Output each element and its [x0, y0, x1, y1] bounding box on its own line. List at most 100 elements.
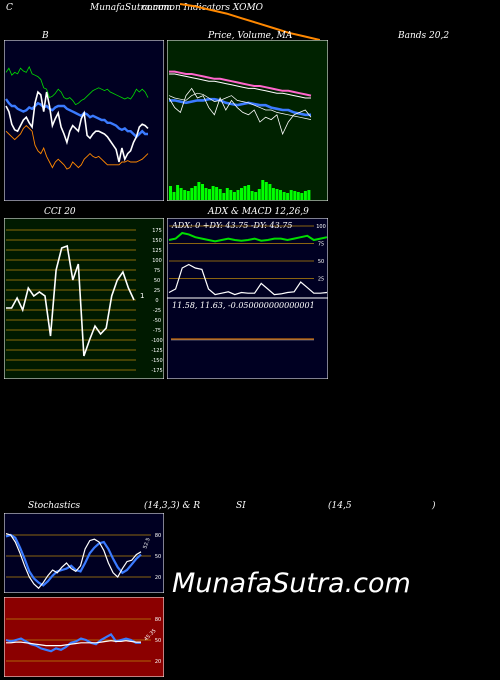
volume-bar-18: [232, 192, 236, 200]
volume-bar-22: [247, 185, 251, 200]
stochastics-tick-label-1: 50: [155, 554, 161, 560]
adx-series-1: [168, 263, 328, 296]
cci-tick-label-13: -150: [151, 358, 162, 364]
cci-series-0: [6, 244, 135, 357]
volume-bar-29: [271, 188, 275, 200]
rsi-series-1: [6, 640, 141, 647]
volume-bar-37: [300, 193, 304, 200]
stochastics-chart: 80 50 20 52.5: [4, 513, 164, 593]
cci-tick-label-9: -50: [153, 318, 161, 324]
volume-bar-26: [261, 180, 265, 200]
stochastics-label: Stochastics: [28, 501, 81, 511]
bollinger-label: B: [42, 31, 49, 41]
stoch-params-label: (14,3,3) & R: [144, 501, 201, 511]
cci-label: CCI 20: [44, 207, 76, 217]
volume-bar-19: [236, 190, 240, 200]
bollinger-chart: [4, 40, 164, 201]
volume-bar-34: [289, 190, 293, 200]
close-paren-label: ): [432, 501, 436, 511]
cci-tick-label-0: 175: [152, 228, 162, 234]
volume-bar-9: [201, 184, 204, 200]
adx-chart: 100 75 50 25 ADX: 0 +DY: 43.75 -DY: 43.75: [167, 218, 328, 298]
volume-bar-8: [197, 182, 201, 200]
top-decor-line: [180, 3, 320, 41]
volume-bar-5: [186, 191, 190, 200]
adx-macd-label: ADX & MACD 12,26,9: [208, 207, 309, 217]
volume-bar-28: [268, 184, 272, 200]
volume-bar-24: [254, 192, 258, 200]
volume-bar-11: [208, 189, 211, 200]
rsi-bg: [4, 597, 164, 677]
rsi-tick-label-0: 80: [155, 617, 161, 623]
volume-bar-30: [275, 189, 279, 200]
volume-bar-31: [279, 190, 282, 200]
volume-bar-2: [176, 185, 180, 200]
volume-bar-35: [293, 191, 297, 200]
cci-tick-label-4: 75: [154, 268, 160, 274]
adx-tick-label-1: 75: [318, 242, 324, 248]
price_ma-series-4: [168, 87, 312, 136]
stochastics-tick-label-0: 80: [155, 533, 161, 539]
rsi-tick-label-2: 20: [155, 659, 161, 665]
volume-bar-38: [303, 191, 307, 200]
cci-tick-label-6: 25: [154, 288, 160, 294]
volume-bar-33: [286, 193, 290, 200]
stochastics-tick-label-2: 20: [155, 575, 161, 581]
cci-tick-label-12: -125: [151, 348, 162, 354]
bollinger-series-3: [5, 124, 149, 170]
cci-tick-label-2: 125: [152, 248, 162, 254]
bands-label: Bands 20,2: [398, 31, 450, 41]
volume-bar-13: [215, 187, 219, 200]
cci-tick-label-1: 150: [152, 238, 162, 244]
adx-tick-label-0: 100: [316, 224, 326, 230]
adx-series-0: [168, 231, 328, 243]
price_ma-series-1: [169, 73, 311, 99]
volume-bar-3: [179, 188, 183, 200]
price-ma-bg: [167, 40, 328, 201]
price-ma-chart: [167, 40, 328, 201]
volume-bar-36: [296, 192, 300, 200]
volume-bar-17: [229, 190, 233, 200]
cci-tick-label-14: -175: [151, 368, 162, 374]
macd-chart: 11.58, 11.63, -0.050000000000001: [167, 298, 328, 379]
stoch-last-label: 52.5: [142, 537, 151, 550]
volume-bar-10: [204, 188, 208, 200]
adx-tick-label-2: 50: [318, 259, 324, 265]
cci-tick-label-7: 0: [155, 298, 158, 304]
volume-bar-0: [169, 186, 172, 200]
watermark: MunafaSutra.com: [172, 568, 411, 599]
volume-bar-25: [257, 189, 261, 200]
adx-readout: ADX: 0 +DY: 43.75 -DY: 43.75: [171, 221, 292, 230]
price-volume-ma-label: Price, Volume, MA: [208, 31, 293, 41]
cci-tick-label-3: 100: [152, 258, 162, 264]
c-letter: C: [6, 3, 13, 13]
si-label: SI: [236, 501, 246, 511]
cci-tick-label-11: -100: [151, 338, 162, 344]
volume-bar-39: [307, 190, 311, 200]
bollinger-series-1: [5, 98, 148, 139]
bollinger-bg: [4, 40, 164, 201]
volume-bar-6: [190, 188, 194, 200]
cci-tick-label-8: -25: [153, 308, 161, 314]
volume-bar-15: [222, 193, 226, 200]
volume-bar-4: [183, 190, 187, 200]
bollinger-series-0: [5, 65, 149, 106]
volume-bar-20: [240, 188, 243, 200]
volume-bar-23: [250, 191, 254, 200]
cci-tick-label-10: -75: [153, 328, 161, 334]
bollinger-series-2: [5, 90, 149, 163]
cci-chart: 175 150 125 100 75 50 25 0 -25 -50 -75 -100 -125 -150…: [4, 218, 164, 379]
cci-last-label: 1: [140, 292, 144, 300]
stochastics-series-0: [5, 533, 142, 587]
price_ma-series-0: [169, 70, 312, 97]
volume-bar-12: [211, 186, 215, 200]
volume-bar-1: [172, 192, 176, 200]
site-title: MunafaSutra.com: [90, 3, 172, 13]
macd-readout: 11.58, 11.63, -0.050000000000001: [172, 301, 315, 310]
stochastics-series-1: [5, 533, 142, 590]
volume-bar-27: [264, 182, 268, 200]
volume-bar-21: [243, 186, 247, 200]
rsi-tick-label-1: 50: [155, 638, 161, 644]
volume-bar-14: [218, 189, 222, 200]
